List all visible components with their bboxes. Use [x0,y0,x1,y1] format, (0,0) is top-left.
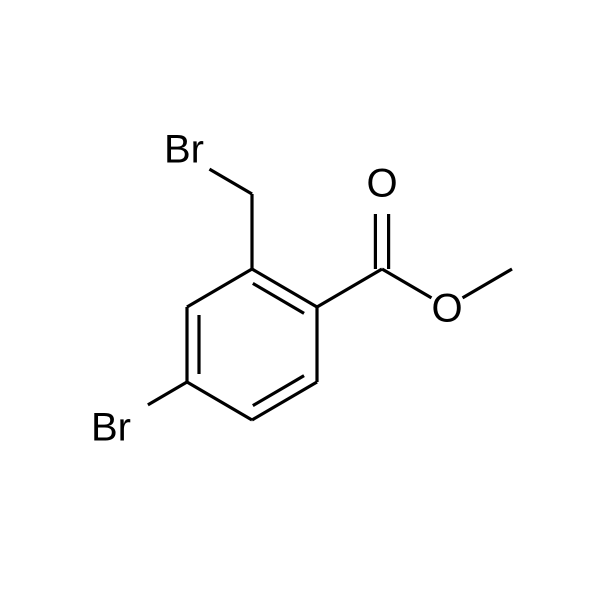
bond [209,169,252,194]
bond [148,382,187,405]
bond [187,269,252,307]
bond [253,376,304,406]
bond [463,269,512,298]
chemical-structure-diagram: Br Br O O [0,0,600,600]
bond [382,269,431,298]
atom-label-o1: O [366,162,397,206]
atom-label-br1: Br [164,128,204,172]
bond [253,283,304,313]
bond [317,269,382,307]
atom-label-br2: Br [91,406,131,450]
atom-label-o2: O [431,287,462,331]
bond [187,382,252,420]
